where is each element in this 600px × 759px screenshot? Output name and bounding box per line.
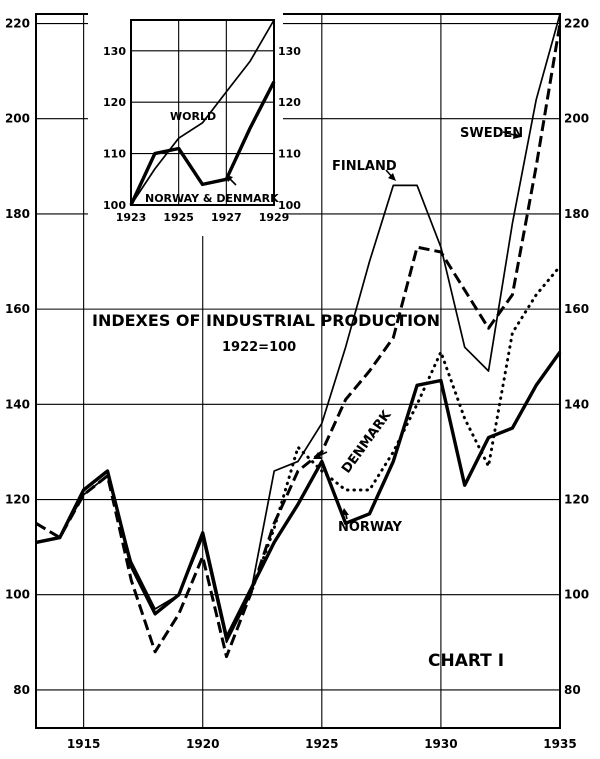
main-y-tick-label-right: 180 bbox=[564, 207, 589, 221]
finland-arrowhead bbox=[388, 173, 396, 181]
main-y-tick-label-left: 180 bbox=[5, 207, 30, 221]
main-series-line-sweden bbox=[35, 23, 562, 659]
main-y-tick-label-right: 160 bbox=[564, 302, 589, 316]
inset-y-tick-label-left: 120 bbox=[103, 96, 126, 109]
main-series-lines bbox=[35, 13, 562, 659]
main-y-tick-label-right: 80 bbox=[564, 683, 581, 697]
inset-x-tick-label: 1929 bbox=[259, 211, 290, 224]
inset-y-tick-label-left: 130 bbox=[103, 45, 126, 58]
series-label-denmark: DENMARK bbox=[339, 407, 395, 476]
main-x-tick-label: 1915 bbox=[67, 737, 100, 751]
inset-series-label-norway-denmark: NORWAY & DENMARK bbox=[145, 192, 279, 205]
main-x-tick-label: 1925 bbox=[305, 737, 338, 751]
main-y-tick-label-left: 100 bbox=[5, 588, 30, 602]
sweden-arrowhead bbox=[513, 132, 521, 139]
main-y-tick-label-right: 220 bbox=[564, 17, 589, 31]
main-y-tick-label-right: 120 bbox=[564, 493, 589, 507]
inset-x-tick-label: 1927 bbox=[211, 211, 242, 224]
main-x-tick-label: 1935 bbox=[543, 737, 576, 751]
inset-background bbox=[88, 10, 283, 236]
inset-series-line-world bbox=[130, 19, 275, 206]
inset-y-tick-label-right: 100 bbox=[278, 199, 301, 212]
inset-series-line-norway-and-denmark bbox=[129, 80, 276, 206]
inset-y-tick-label-right: 130 bbox=[278, 45, 301, 58]
main-y-tick-label-left: 220 bbox=[5, 17, 30, 31]
series-label-sweden: SWEDEN bbox=[460, 126, 523, 141]
main-y-tick-label-left: 140 bbox=[5, 397, 30, 411]
series-label-finland: FINLAND bbox=[332, 159, 397, 174]
denmark-arrowhead bbox=[313, 452, 322, 459]
chart-number-label: CHART I bbox=[428, 651, 504, 671]
chart-title: INDEXES OF INDUSTRIAL PRODUCTION 1922=10… bbox=[92, 311, 440, 355]
main-y-tick-label-right: 140 bbox=[564, 397, 589, 411]
inset-arrowhead bbox=[226, 175, 233, 182]
series-label-norway: NORWAY bbox=[338, 520, 403, 535]
inset-plot-frame bbox=[130, 19, 275, 206]
inset-y-tick-label-left: 110 bbox=[103, 148, 126, 161]
inset-y-tick-label-left: 100 bbox=[103, 199, 126, 212]
main-series-line-norway bbox=[35, 351, 562, 640]
main-y-tick-label-left: 120 bbox=[5, 493, 30, 507]
main-y-tick-label-right: 100 bbox=[564, 588, 589, 602]
main-x-tick-label: 1930 bbox=[424, 737, 457, 751]
main-y-tick-label-left: 80 bbox=[13, 683, 30, 697]
main-y-tick-label-left: 200 bbox=[5, 112, 30, 126]
main-y-tick-label-right: 200 bbox=[564, 112, 589, 126]
inset-y-tick-label-right: 120 bbox=[278, 96, 301, 109]
inset-series-label-world: WORLD bbox=[170, 110, 216, 123]
main-tick-labels: 1915 1920 1925 1930 1935 80 80 100 100 120 120 140 1… bbox=[5, 17, 589, 751]
main-plot-frame bbox=[35, 13, 561, 729]
inset-x-tick-label: 1925 bbox=[163, 211, 194, 224]
chart-subtitle: 1922=100 bbox=[222, 340, 296, 355]
chart-title-line1: INDEXES OF INDUSTRIAL PRODUCTION bbox=[92, 311, 440, 330]
main-x-tick-label: 1920 bbox=[186, 737, 219, 751]
inset-y-tick-label-right: 110 bbox=[278, 148, 301, 161]
inset-x-tick-label: 1923 bbox=[116, 211, 147, 224]
main-y-tick-label-left: 160 bbox=[5, 302, 30, 316]
norway-arrowhead bbox=[341, 508, 349, 515]
inset-series-lines bbox=[129, 19, 276, 206]
